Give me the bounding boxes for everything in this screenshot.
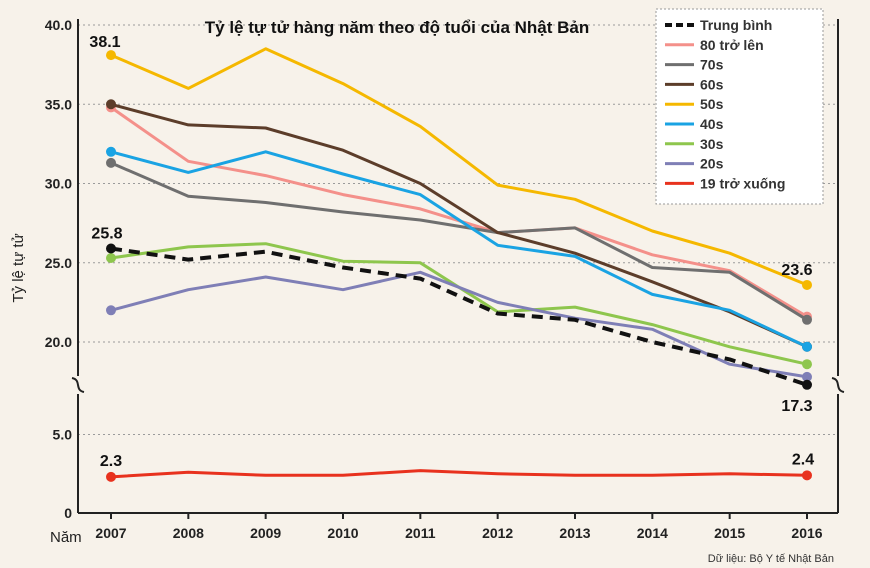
data-point-40s bbox=[802, 341, 812, 352]
series-line-trung-binh bbox=[110, 246, 808, 387]
data-point-60s bbox=[106, 99, 116, 110]
y-tick-label: 0 bbox=[64, 505, 72, 521]
legend-label-80-tro-len: 80 trở lên bbox=[700, 37, 764, 53]
data-point-20s bbox=[106, 305, 116, 316]
data-point-50s bbox=[106, 50, 116, 61]
data-label: 23.6 bbox=[781, 262, 812, 279]
axis-break-mark bbox=[71, 377, 85, 393]
series-line-40s bbox=[109, 150, 809, 349]
data-label: 2.4 bbox=[792, 451, 814, 468]
legend: Trung bình 80 trở lên 70s 60s 50s 40s 30s 20s 19… bbox=[655, 8, 824, 205]
data-point-70s bbox=[802, 314, 812, 325]
data-point-20s bbox=[802, 371, 812, 382]
series-line-20s bbox=[109, 270, 809, 379]
legend-box bbox=[655, 8, 824, 205]
y-tick-label: 35.0 bbox=[45, 96, 72, 112]
x-tick-label: 2012 bbox=[482, 525, 513, 541]
legend-label-19-tro-xuong: 19 trở xuống bbox=[700, 175, 785, 191]
x-axis-label: Năm bbox=[50, 529, 82, 546]
y-tick-label: 20.0 bbox=[45, 334, 72, 350]
x-tick-label: 2007 bbox=[95, 525, 126, 541]
legend-label-50s: 50s bbox=[700, 96, 724, 112]
series-line-70s bbox=[109, 161, 809, 322]
legend-label-60s: 60s bbox=[700, 76, 724, 92]
y-tick-label: 5.0 bbox=[53, 427, 73, 443]
legend-label-70s: 70s bbox=[700, 57, 724, 73]
legend-label-trung-binh: Trung bình bbox=[700, 17, 772, 33]
data-label: 25.8 bbox=[91, 225, 122, 242]
data-point-30s bbox=[802, 359, 812, 370]
data-point-19-tro-xuong bbox=[802, 470, 812, 481]
data-point-50s bbox=[802, 279, 812, 290]
series-line-60s bbox=[109, 102, 809, 349]
series-line-50s bbox=[109, 47, 809, 287]
x-tick-label: 2014 bbox=[637, 525, 668, 541]
data-label: 17.3 bbox=[781, 398, 812, 415]
y-tick-label: 25.0 bbox=[45, 255, 72, 271]
x-tick-label: 2010 bbox=[327, 525, 358, 541]
source-note: Dữ liệu: Bộ Y tế Nhật Bản bbox=[708, 553, 834, 565]
x-tick-label: 2015 bbox=[714, 525, 745, 541]
legend-label-40s: 40s bbox=[700, 116, 724, 132]
x-tick-label: 2009 bbox=[250, 525, 281, 541]
legend-label-30s: 30s bbox=[700, 136, 724, 152]
data-point-30s bbox=[106, 252, 116, 263]
x-tick-label: 2013 bbox=[559, 525, 590, 541]
data-point-19-tro-xuong bbox=[106, 471, 116, 482]
y-axis-label: Tỷ lệ tự tử bbox=[10, 233, 27, 302]
data-point-trung-binh bbox=[802, 379, 812, 390]
series-line-19-tro-xuong bbox=[109, 469, 809, 479]
x-tick-label: 2008 bbox=[173, 525, 204, 541]
data-point-trung-binh bbox=[106, 243, 116, 254]
axis-break-mark bbox=[831, 377, 845, 393]
data-point-40s bbox=[106, 146, 116, 157]
x-tick-label: 2011 bbox=[405, 525, 436, 541]
data-label: 2.3 bbox=[100, 453, 122, 470]
y-tick-label: 40.0 bbox=[45, 17, 72, 33]
data-point-70s bbox=[106, 157, 116, 168]
chart-title: Tỷ lệ tự tử hàng năm theo độ tuổi của Nh… bbox=[205, 18, 589, 37]
legend-label-20s: 20s bbox=[700, 156, 724, 172]
data-label: 38.1 bbox=[89, 34, 120, 51]
y-tick-label: 30.0 bbox=[45, 176, 72, 192]
x-tick-label: 2016 bbox=[791, 525, 822, 541]
